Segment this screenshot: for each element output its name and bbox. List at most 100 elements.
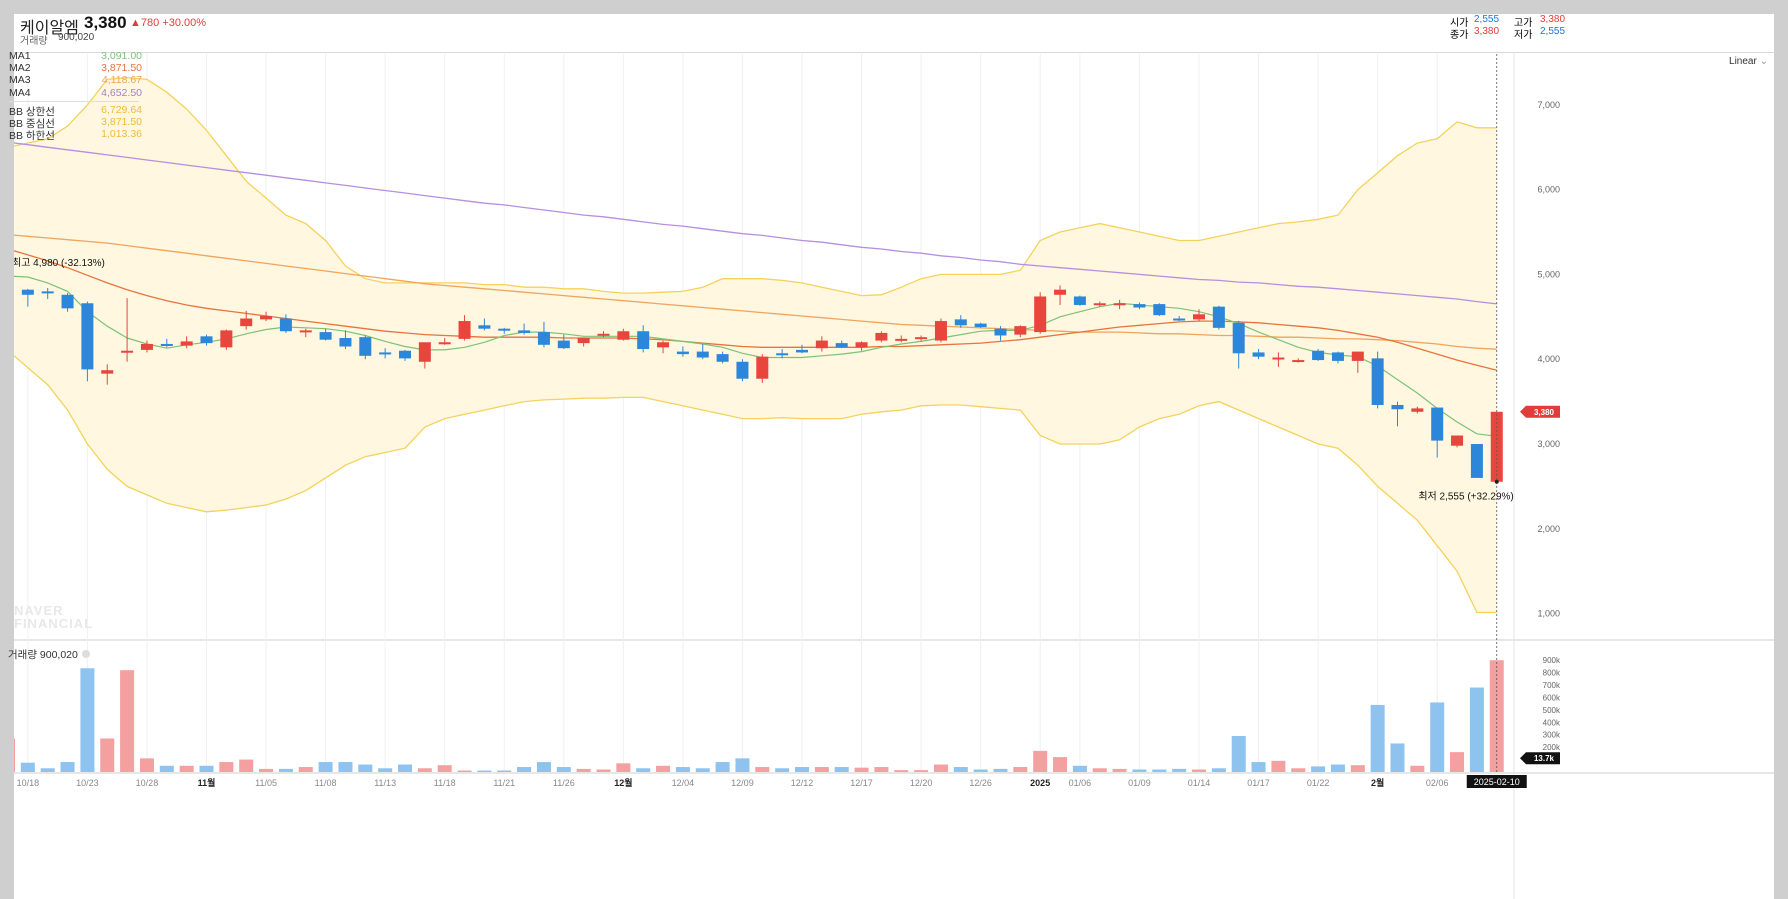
candle — [835, 340, 848, 349]
volume-panel-title-text: 거래량 900,020 — [8, 649, 78, 661]
candle-body — [101, 370, 114, 374]
x-tick-label: 2월 — [1371, 777, 1384, 788]
candle-body — [1014, 326, 1027, 335]
x-tick-label: 11/26 — [553, 778, 575, 788]
chart-frame: 케이알엠 3,380 ▲780 +30.00% 거래량 900,020 시가 2… — [8, 13, 1774, 899]
candle — [260, 311, 273, 322]
candle — [498, 327, 511, 334]
bb-upper-label: BB 상한선 — [9, 105, 55, 118]
x-tick-label: 2025 — [1030, 778, 1050, 788]
volume-tick-label: 300k — [1543, 731, 1561, 740]
bb-middle-label: BB 중심선 — [9, 117, 55, 130]
candle-body — [518, 330, 531, 333]
volume-bar — [1370, 704, 1385, 772]
price-change: ▲780 +30.00% — [130, 17, 207, 29]
volume-bar — [1469, 687, 1484, 772]
scale-toggle-button[interactable]: Linear ⌄ — [1729, 56, 1768, 67]
ma3-value: 4,118.67 — [101, 74, 142, 87]
x-tick-label: 10/28 — [136, 778, 159, 788]
volume-bar — [159, 765, 174, 772]
ma1-value: 3,091.00 — [101, 50, 142, 62]
volume-bar — [1271, 760, 1286, 772]
price-chart[interactable]: 1,000 2,000 3,000 4,000 5,000 6,000 7,000 200k 3… — [14, 14, 1774, 899]
candle-body — [260, 315, 273, 320]
candle-body — [676, 351, 689, 355]
candle-body — [379, 352, 392, 355]
volume-bar — [139, 758, 154, 772]
open-value: 2,555 — [1474, 14, 1500, 25]
candle-body — [498, 328, 511, 331]
bb-lower-label: BB 하한선 — [9, 130, 55, 143]
volume-bar — [1092, 768, 1107, 772]
volume-bar — [834, 767, 849, 772]
candle — [577, 338, 590, 347]
candle — [756, 354, 769, 383]
volume-bar — [60, 762, 75, 772]
volume-bar — [1311, 766, 1326, 772]
low-marker — [1494, 479, 1499, 484]
x-tick-label: 12/04 — [672, 778, 695, 788]
ma4-value: 4,652.50 — [101, 86, 142, 99]
candle-body — [1451, 435, 1464, 446]
candle — [21, 288, 34, 307]
candle — [1133, 302, 1146, 310]
candle-body — [537, 332, 550, 345]
candle — [915, 335, 928, 342]
candle-body — [915, 337, 928, 340]
candle — [61, 293, 74, 312]
volume-bar — [517, 767, 532, 772]
candle — [339, 330, 352, 350]
volume-bar — [675, 767, 690, 772]
candle — [319, 328, 332, 341]
candle — [597, 331, 610, 338]
candle-body — [934, 321, 947, 341]
candle-body — [815, 340, 828, 349]
candle-body — [835, 343, 848, 348]
price-tag-text: 3,380 — [1534, 408, 1555, 417]
volume-bar — [477, 770, 492, 772]
volume-bar — [1152, 769, 1167, 772]
stock-name: 케이알엠 — [20, 20, 79, 37]
volume-bar — [1410, 765, 1425, 772]
close-label: 종가 — [1450, 30, 1469, 41]
volume-bar — [695, 768, 710, 772]
bb-lower-line — [14, 354, 1497, 614]
volume-label: 거래량 — [20, 36, 48, 47]
x-tick-label: 01/09 — [1128, 778, 1151, 788]
watermark-line-1: NAVER — [14, 603, 64, 618]
volume-bar — [40, 768, 55, 772]
candle — [994, 326, 1007, 341]
volume-bar — [219, 762, 234, 772]
candle — [1212, 305, 1225, 330]
candle — [1451, 435, 1464, 448]
volume-bar — [1390, 743, 1405, 772]
candle — [1232, 321, 1245, 369]
bb-upper-value: 6,729.64 — [101, 103, 142, 116]
volume-bar — [1450, 752, 1465, 772]
volume-bar — [1330, 764, 1345, 772]
ma4-label: MA4 — [9, 86, 31, 99]
volume-tick-label: 900k — [1543, 656, 1561, 665]
candle-body — [1054, 289, 1067, 295]
candle — [418, 342, 431, 369]
volume-bar — [417, 768, 432, 772]
candle — [557, 334, 570, 350]
close-icon[interactable] — [81, 650, 90, 658]
candle-body — [895, 338, 908, 341]
candle-body — [339, 338, 352, 347]
low-annotation: 최저 2,555 (+32.29%) — [1418, 491, 1513, 503]
volume-tag-text: 13.7k — [1534, 754, 1555, 763]
candle — [1371, 351, 1384, 409]
volume-bar — [1013, 767, 1028, 772]
volume-bar — [457, 770, 472, 772]
volume-bar — [636, 768, 651, 772]
candle-body — [1431, 407, 1444, 441]
candle — [399, 349, 411, 361]
candle-body — [140, 343, 153, 350]
candle — [796, 344, 808, 354]
candle-body — [696, 351, 709, 358]
candle — [1312, 349, 1325, 361]
candle — [974, 322, 987, 328]
candle — [696, 343, 709, 360]
candle — [1272, 352, 1285, 367]
